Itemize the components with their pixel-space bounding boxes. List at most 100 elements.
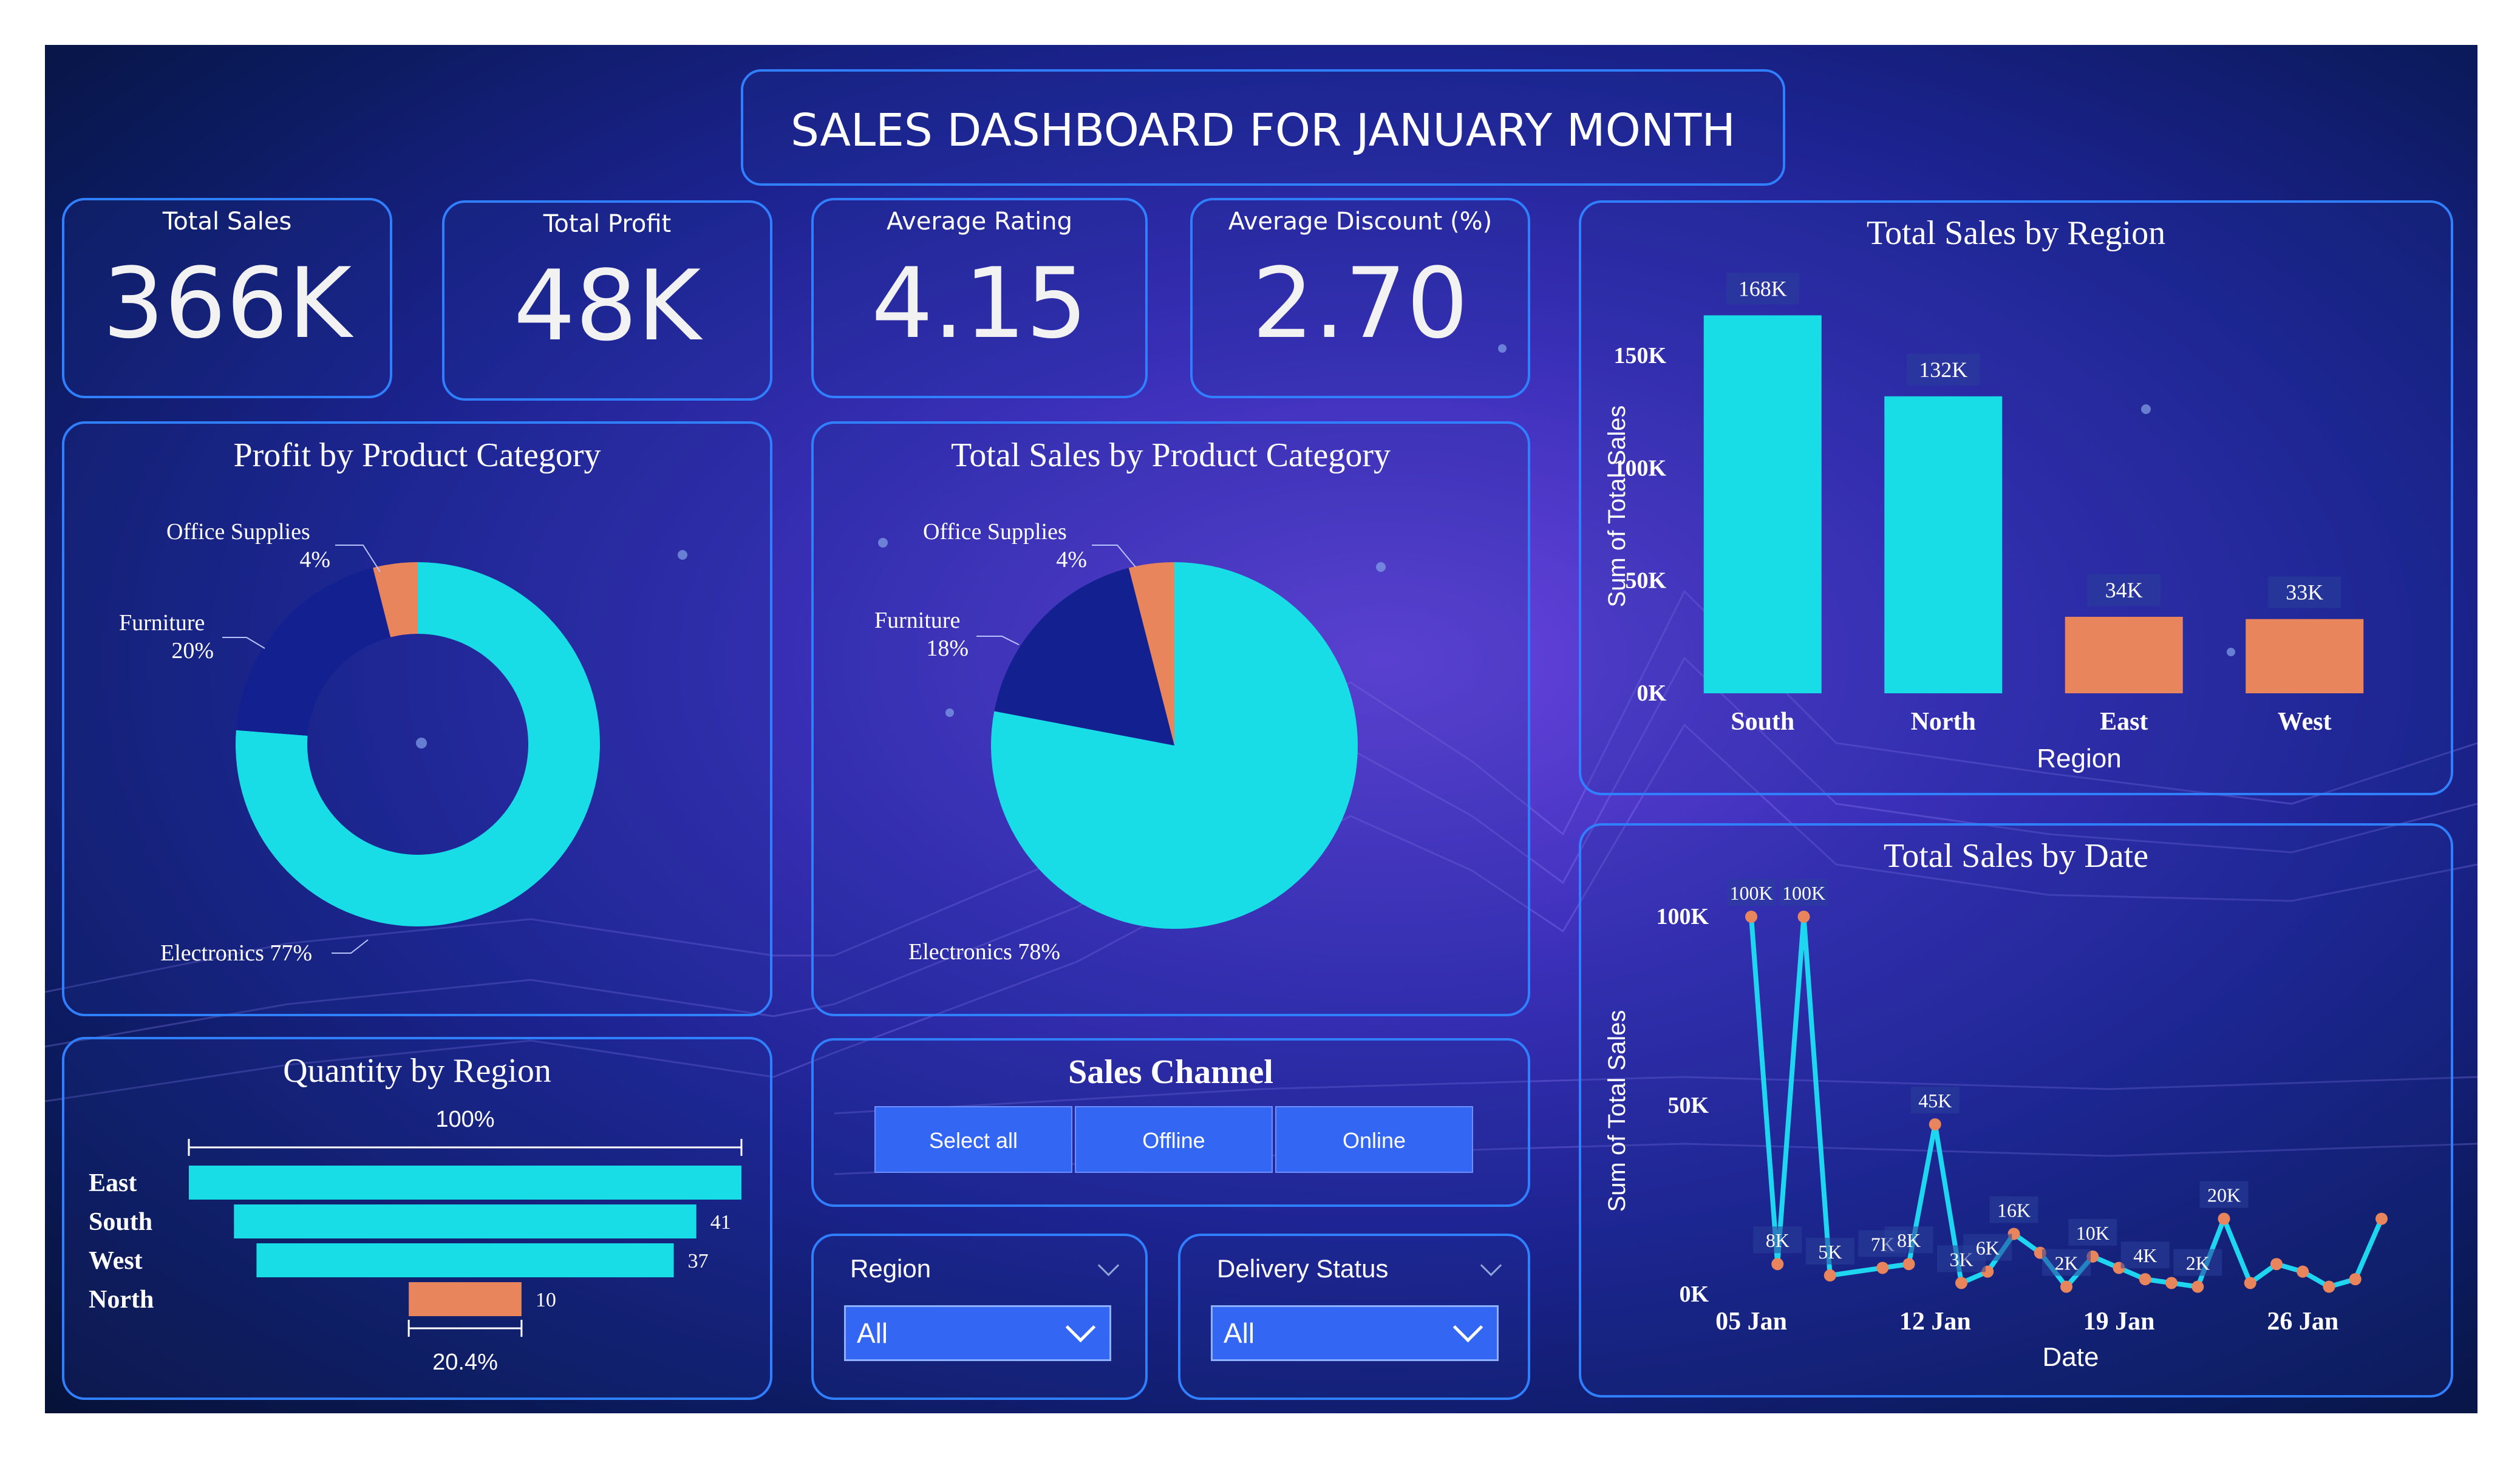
top-percent-label: 100%: [435, 1107, 494, 1132]
funnel-bar-west: [256, 1243, 674, 1277]
delivery-status-slicer-panel: Delivery Status All: [1178, 1234, 1530, 1400]
data-label-bg: [1753, 1226, 1802, 1254]
bottom-percent-label: 20.4%: [432, 1350, 498, 1375]
y-tick-label: 100K: [1656, 904, 1709, 929]
sales-channel-title: Sales Channel: [1068, 1053, 1273, 1091]
data-point: [2349, 1273, 2362, 1286]
kpi-card-total-sales: Total Sales 366K: [62, 198, 392, 398]
funnel-category-south: South: [89, 1208, 152, 1236]
chart-title: Total Sales by Date: [1883, 837, 2149, 875]
x-tick-label-east: East: [2100, 708, 2148, 736]
x-tick-label: 05 Jan: [1715, 1308, 1787, 1336]
region-select[interactable]: All: [844, 1305, 1111, 1361]
chart-title: Total Sales by Product Category: [951, 436, 1391, 474]
data-label: 16K: [1997, 1199, 2031, 1221]
funnel-category-east: East: [89, 1169, 137, 1197]
data-label: 4K: [2133, 1245, 2157, 1266]
quantity-by-region-panel: Quantity by Region 100% East South 41 West 37…: [62, 1037, 772, 1400]
x-tick-label: 12 Jan: [1899, 1308, 1971, 1336]
data-point: [2139, 1273, 2151, 1286]
data-label-bg: [1963, 1234, 2012, 1261]
data-point: [2323, 1280, 2335, 1293]
funnel-value-west: 37: [688, 1250, 709, 1272]
kpi-label: Average Rating: [887, 208, 1072, 236]
bar-west: [2246, 619, 2364, 693]
slice-pct-office-supplies: 4%: [299, 547, 330, 572]
funnel-bar-east: [189, 1166, 741, 1200]
chevron-down-icon: [1452, 1312, 1483, 1343]
kpi-value: 2.70: [1251, 246, 1469, 360]
data-label-bg: [1910, 1087, 1960, 1114]
data-label: 100K: [1729, 882, 1773, 904]
slice-label-office-supplies: Office Supplies: [923, 519, 1067, 545]
data-point: [2191, 1280, 2204, 1293]
data-label-east: 34K: [2105, 578, 2143, 602]
offline-button[interactable]: Offline: [1075, 1106, 1273, 1173]
y-axis-title: Sum of Total Sales: [1604, 1010, 1630, 1212]
delivery-status-select-value: All: [1224, 1317, 1255, 1349]
data-point: [2244, 1277, 2256, 1289]
sales-by-category-panel: Total Sales by Product Category Office S…: [811, 421, 1530, 1016]
slice-label-electronics: Electronics 77%: [160, 940, 312, 966]
top-percent-bracket: [188, 1139, 743, 1156]
x-tick-label: 19 Jan: [2083, 1308, 2155, 1336]
funnel-bar-north: [409, 1282, 522, 1316]
delivery-status-select[interactable]: All: [1211, 1305, 1499, 1361]
chevron-down-icon: [1065, 1312, 1096, 1343]
data-label-bg: [1726, 273, 1799, 305]
leader-line-office-supplies: [335, 545, 381, 572]
funnel-category-north: North: [89, 1286, 154, 1314]
data-point: [1955, 1277, 1967, 1289]
data-point: [1824, 1269, 1836, 1282]
data-label-bg: [2199, 1181, 2249, 1208]
data-label-west: 33K: [2286, 580, 2323, 605]
data-label: 2K: [2054, 1252, 2078, 1274]
data-point: [1745, 911, 1757, 923]
data-label-bg: [1907, 353, 1980, 385]
chevron-down-icon[interactable]: [1480, 1254, 1502, 1277]
chevron-down-icon[interactable]: [1097, 1254, 1120, 1277]
data-point: [2297, 1265, 2309, 1278]
kpi-card-average-discount: Average Discount (%) 2.70: [1190, 198, 1530, 398]
data-label-bg: [2173, 1249, 2222, 1276]
funnel-bar-south: [234, 1204, 696, 1238]
leader-line-furniture: [976, 636, 1020, 645]
slice-pct-office-supplies: 4%: [1056, 547, 1087, 572]
chart-title: Quantity by Region: [283, 1052, 551, 1090]
kpi-value: 366K: [102, 246, 352, 360]
chart-title: Total Sales by Region: [1866, 214, 2166, 252]
x-tick-label-north: North: [1911, 708, 1976, 736]
x-tick-label-south: South: [1731, 708, 1794, 736]
sales-line: [1749, 914, 2384, 1289]
data-point: [2165, 1277, 2178, 1289]
online-button[interactable]: Online: [1275, 1106, 1473, 1173]
leader-line-electronics: [332, 939, 369, 954]
y-axis-title: Sum of Total Sales: [1604, 406, 1630, 608]
select-all-button[interactable]: Select all: [874, 1106, 1072, 1173]
delivery-status-label: Delivery Status: [1217, 1254, 1389, 1283]
data-point: [2218, 1212, 2230, 1225]
kpi-value: 4.15: [871, 246, 1088, 360]
leader-line-office-supplies: [1092, 545, 1136, 568]
sales-by-region-panel: Total Sales by Region 0K 50K 100K 150K 168K S…: [1579, 200, 2453, 795]
data-label-south: 168K: [1738, 276, 1787, 301]
data-label: 8K: [1766, 1229, 1790, 1251]
data-label-bg: [2268, 576, 2341, 608]
data-point: [1771, 1258, 1784, 1271]
sales-channel-panel: Sales Channel Select all Offline Online: [811, 1038, 1530, 1207]
kpi-label: Average Discount (%): [1228, 208, 1493, 236]
leader-line-furniture: [222, 637, 265, 649]
dashboard-title-box: SALES DASHBOARD FOR JANUARY MONTH: [741, 69, 1785, 186]
data-label-bg: [2087, 574, 2161, 606]
data-point: [2375, 1212, 2388, 1225]
slice-pct-furniture: 20%: [171, 638, 214, 664]
slice-label-office-supplies: Office Supplies: [166, 519, 310, 545]
y-tick-label: 50K: [1667, 1093, 1709, 1118]
data-label: 10K: [2076, 1222, 2110, 1244]
region-select-value: All: [857, 1317, 888, 1349]
sales-by-date-panel: Total Sales by Date 0K 50K 100K 100K 8K 100K 5…: [1579, 823, 2453, 1398]
x-tick-label-west: West: [2278, 708, 2332, 736]
bottom-percent-bracket: [407, 1320, 523, 1337]
